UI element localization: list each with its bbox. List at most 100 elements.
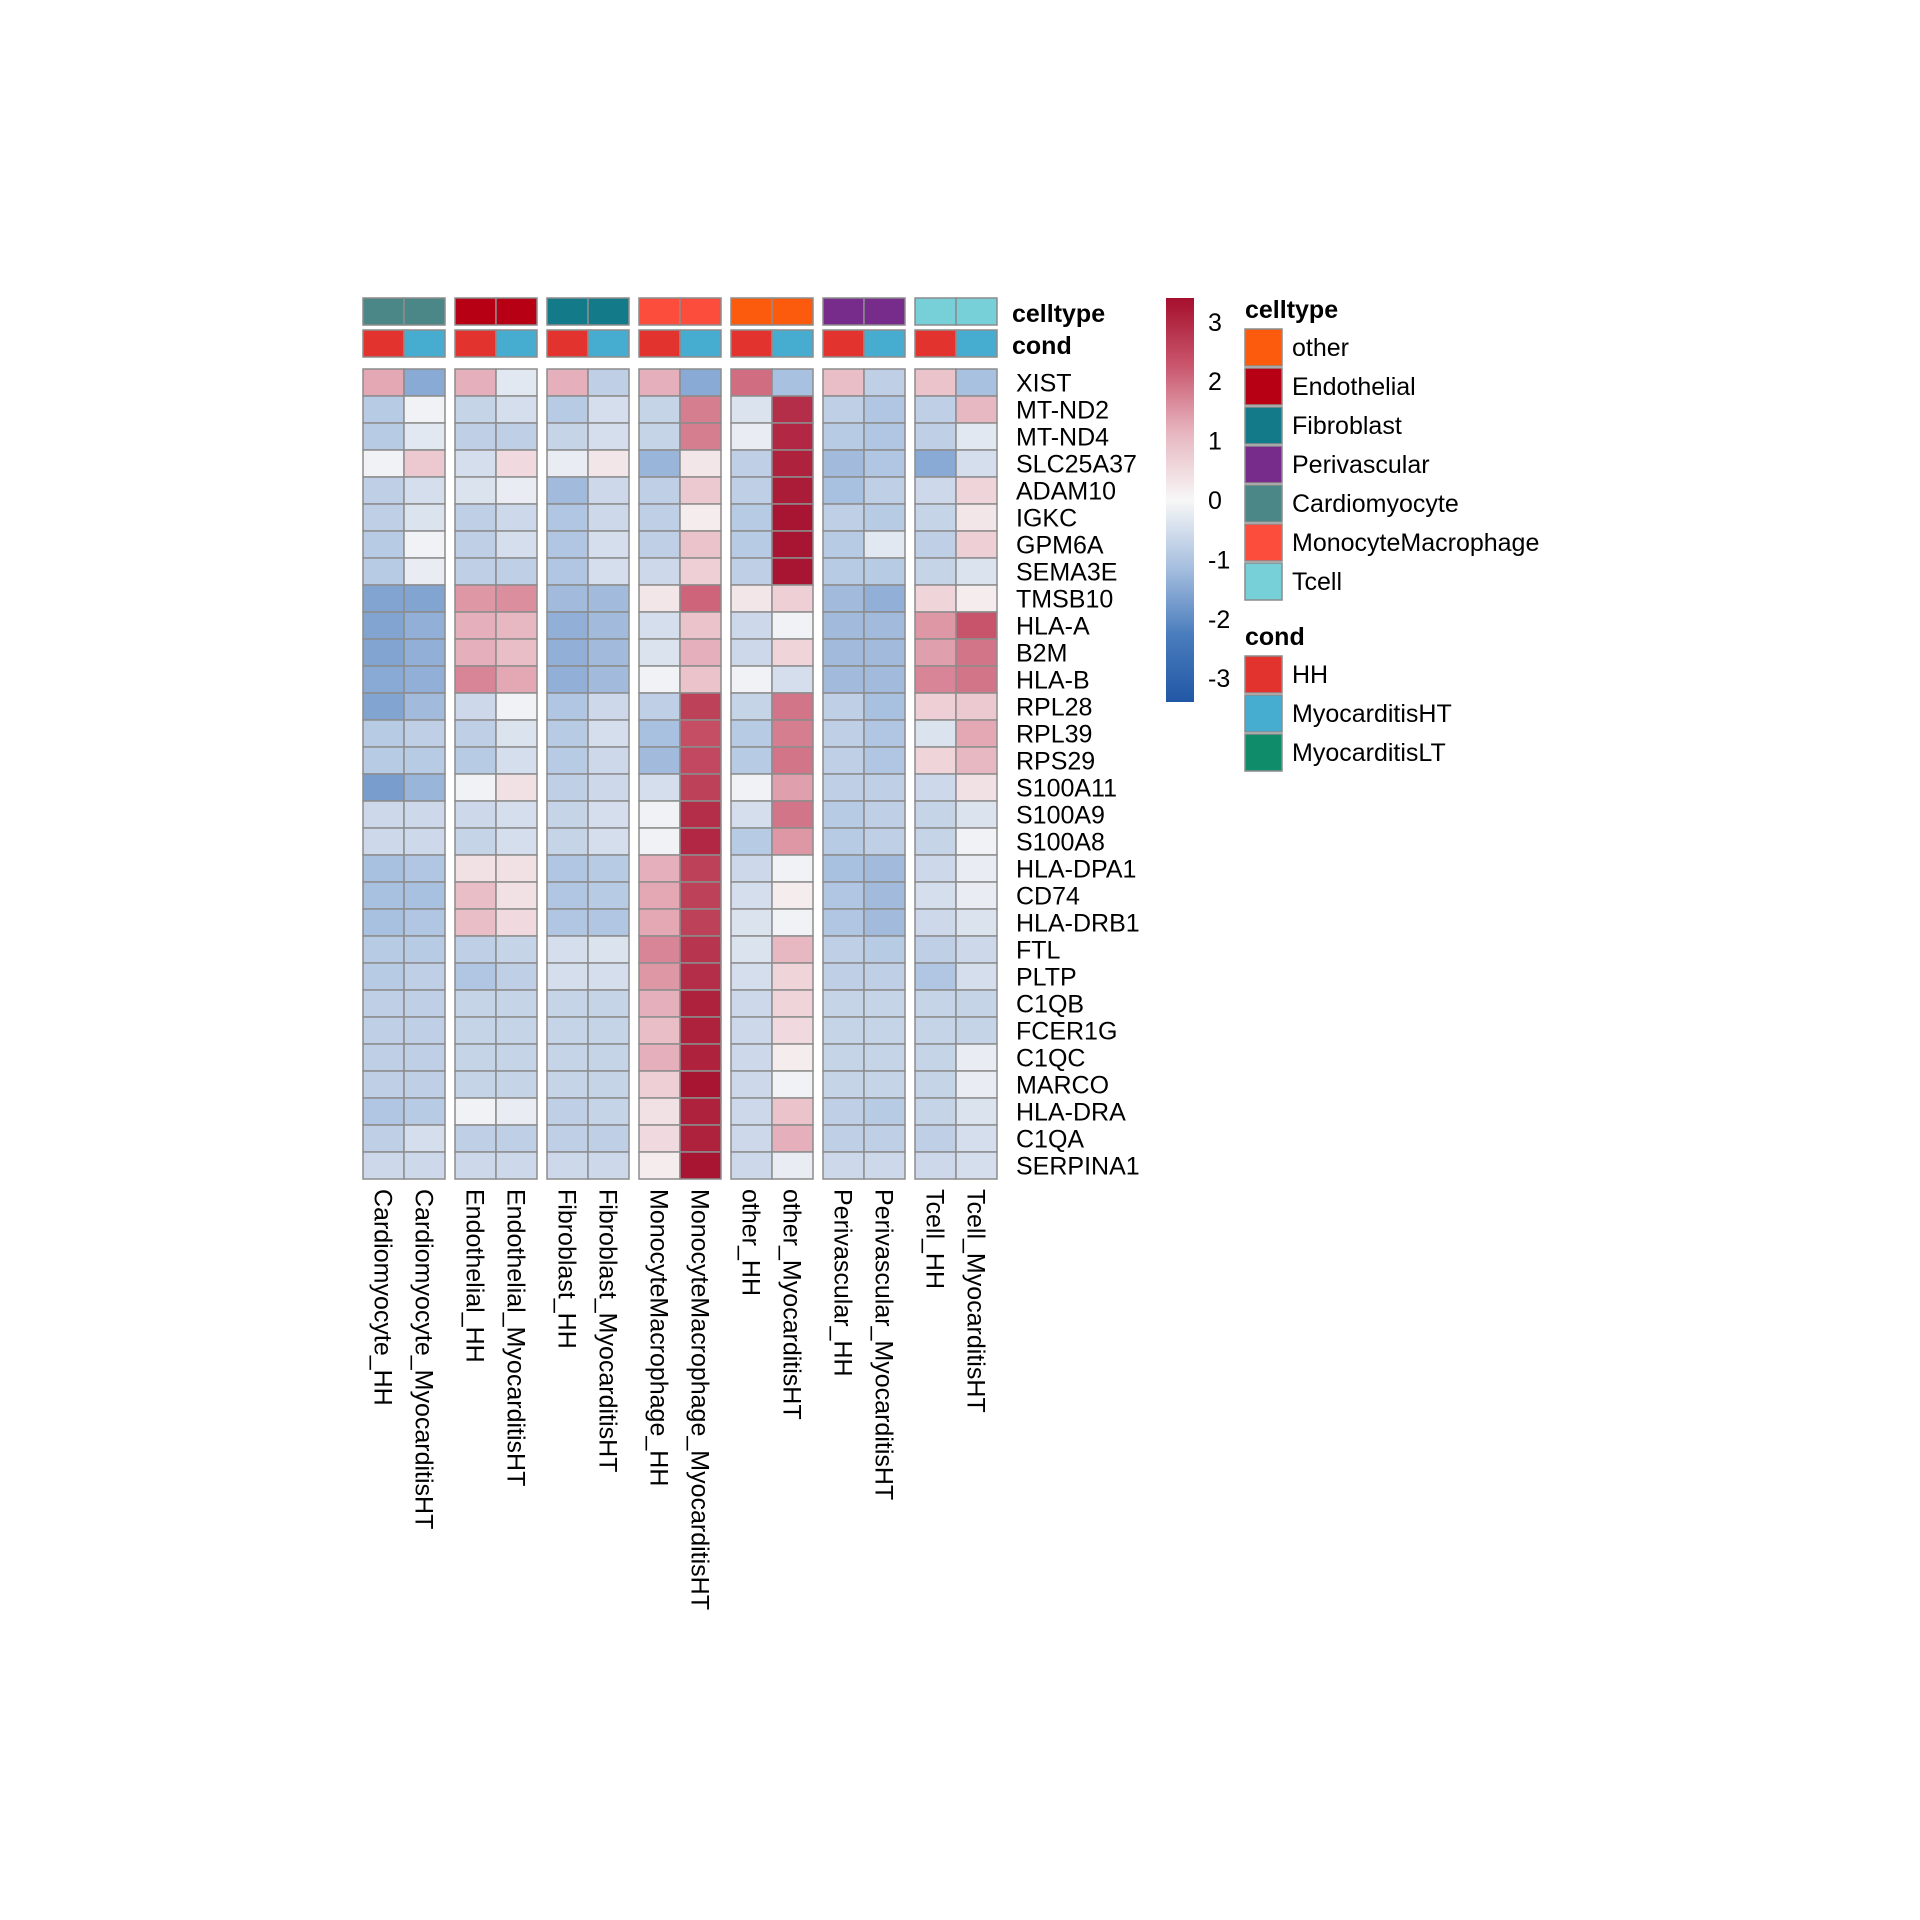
heatmap-cell [403,746,446,775]
anno-cond-cell [730,329,773,358]
row-label: SEMA3E [1016,559,1117,587]
heatmap-cell [730,1124,773,1153]
anno-cond-cell [495,329,538,358]
heatmap-cell [403,800,446,829]
heatmap-cell [403,1124,446,1153]
heatmap-cell [587,935,630,964]
heatmap-cell [730,827,773,856]
heatmap-cell [914,503,957,532]
legend-swatch [1244,523,1283,562]
heatmap-cell [730,962,773,991]
heatmap-cell [587,854,630,883]
heatmap-cell [863,854,906,883]
anno-title-celltype: celltype [1012,300,1105,328]
heatmap-cell [362,881,405,910]
legend-title-celltype: celltype [1245,296,1338,324]
heatmap-cell [863,476,906,505]
heatmap-cell [863,1151,906,1180]
anno-celltype-cell [771,297,814,326]
heatmap-cell [362,1124,405,1153]
heatmap-cell [546,611,589,640]
heatmap-cell [730,1016,773,1045]
legend-swatch [1244,367,1283,406]
heatmap-cell [730,368,773,397]
heatmap-cell [955,1070,998,1099]
heatmap-cell [403,881,446,910]
heatmap-cell [546,557,589,586]
anno-celltype-cell [822,297,865,326]
heatmap-cell [914,1043,957,1072]
heatmap-cell [863,1124,906,1153]
heatmap-cell [771,449,814,478]
heatmap-cell [822,1043,865,1072]
heatmap-cell [822,800,865,829]
heatmap-cell [955,692,998,721]
scale-tick-label: 2 [1208,368,1222,396]
heatmap-cell [546,719,589,748]
heatmap-cell [914,1097,957,1126]
heatmap-cell [362,719,405,748]
heatmap-cell [863,503,906,532]
anno-cond-cell [771,329,814,358]
column-label: Tcell_MyocarditisHT [962,1189,990,1413]
heatmap-cell [362,449,405,478]
heatmap-cell [822,692,865,721]
heatmap-cell [638,530,681,559]
heatmap-cell [495,395,538,424]
heatmap-cell [362,935,405,964]
heatmap-cell [822,368,865,397]
heatmap-cell [914,1124,957,1153]
heatmap-cell [822,881,865,910]
heatmap-cell [679,692,722,721]
heatmap-cell [454,719,497,748]
heatmap-cell [495,584,538,613]
heatmap-cell [546,503,589,532]
heatmap-cell [546,395,589,424]
heatmap-cell [771,611,814,640]
heatmap-cell [771,476,814,505]
heatmap-cell [955,611,998,640]
heatmap-cell [771,638,814,667]
heatmap-cell [822,1070,865,1099]
heatmap-cell [679,503,722,532]
heatmap-cell [730,530,773,559]
color-scale-legend: 3 2 1 0 -1 -2 -3 [1166,298,1230,702]
heatmap-cell [587,422,630,451]
heatmap-cell [730,989,773,1018]
heatmap-cell [638,422,681,451]
anno-cond-cell [955,329,998,358]
heatmap-cell [679,1097,722,1126]
heatmap-cell [638,368,681,397]
heatmap-cell [822,665,865,694]
heatmap-cell [771,854,814,883]
heatmap-cell [679,962,722,991]
heatmap-cell [495,962,538,991]
column-label: other_MyocarditisHT [778,1189,806,1420]
heatmap-cell [362,773,405,802]
heatmap-cell [403,935,446,964]
heatmap-cell [955,395,998,424]
heatmap-cell [403,989,446,1018]
heatmap-cell [638,962,681,991]
anno-cond-cell [454,329,497,358]
heatmap-cell [362,1016,405,1045]
heatmap-cell [730,584,773,613]
heatmap-cell [454,665,497,694]
anno-celltype-cell [546,297,589,326]
anno-cond-cell [679,329,722,358]
heatmap-cell [638,773,681,802]
column-label: Fibroblast_MyocarditisHT [594,1189,622,1472]
heatmap-cell [863,692,906,721]
heatmap-cell [362,368,405,397]
heatmap-cell [955,800,998,829]
heatmap-cell [638,1070,681,1099]
heatmap-cell [638,1097,681,1126]
heatmap-cell [771,368,814,397]
anno-cond-cell [362,329,405,358]
heatmap-cell [914,746,957,775]
heatmap-cell [730,1070,773,1099]
heatmap-cell [454,881,497,910]
heatmap-cell [546,1151,589,1180]
heatmap-cell [955,773,998,802]
heatmap-cell [403,692,446,721]
